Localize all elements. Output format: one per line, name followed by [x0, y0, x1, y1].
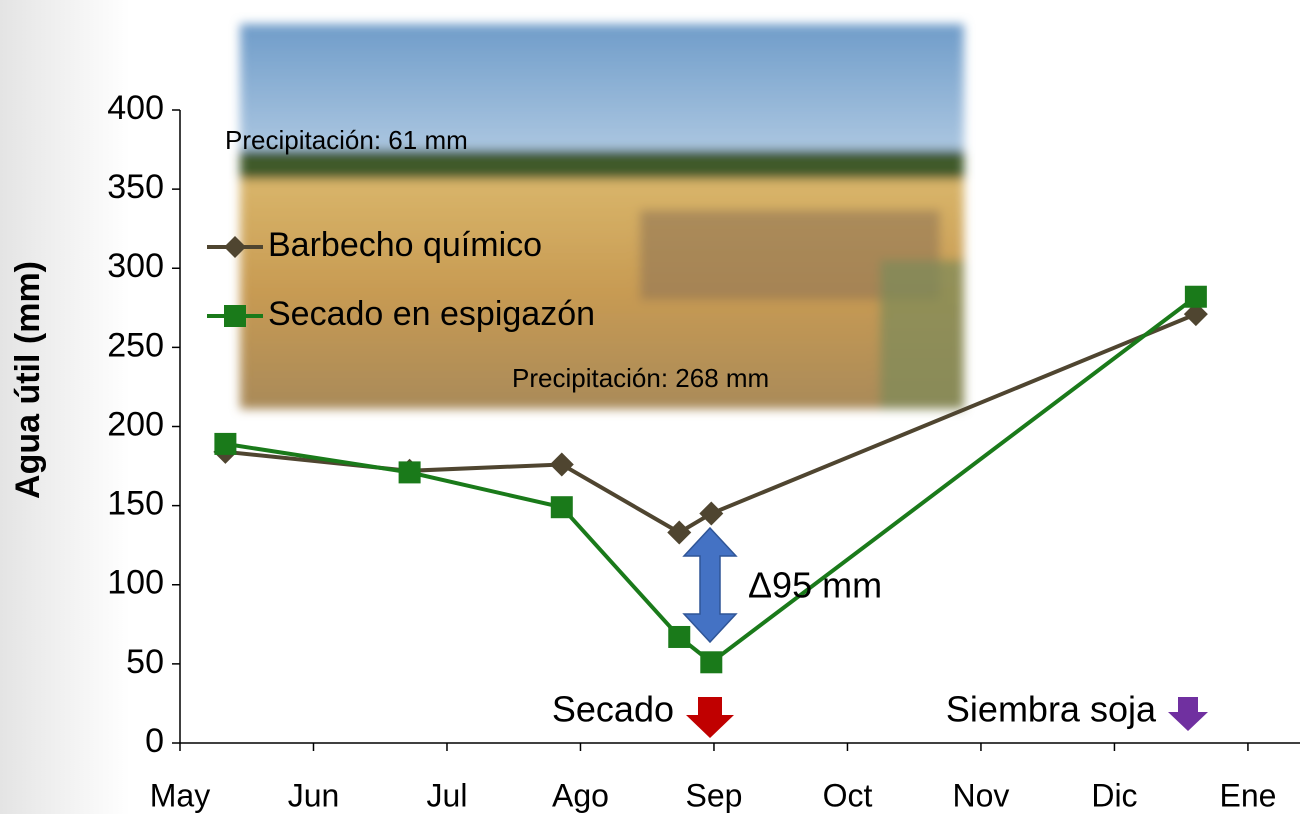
y-tick-label: 400 [107, 89, 164, 127]
data-point [667, 520, 692, 545]
legend-marker [224, 305, 246, 327]
data-point [700, 651, 723, 674]
x-tick-label: Ene [1219, 777, 1276, 813]
x-tick-label: Nov [953, 777, 1010, 813]
x-tick-label: Oct [823, 777, 873, 813]
legend-marker [224, 236, 246, 258]
y-tick-label: 100 [107, 564, 164, 602]
data-point [214, 432, 237, 455]
background-band [0, 0, 130, 814]
legend-label: Secado en espigazón [268, 295, 595, 333]
siembra-arrow [1168, 697, 1208, 731]
y-tick-label: 50 [126, 643, 164, 681]
difference-arrow [682, 526, 738, 644]
y-tick-label: 150 [107, 485, 164, 523]
series-line [225, 295, 1198, 665]
data-point [1183, 302, 1208, 327]
y-tick-label: 300 [107, 247, 164, 285]
y-tick-label: 200 [107, 405, 164, 443]
x-tick-label: Ago [552, 777, 609, 813]
annotation: Secado [552, 689, 674, 730]
annotation: Siembra soja [946, 689, 1157, 730]
x-tick-label: May [150, 777, 210, 813]
y-tick-label: 250 [107, 326, 164, 364]
data-point [398, 461, 421, 484]
data-point [549, 452, 574, 477]
x-tick-label: Dic [1091, 777, 1137, 813]
annotation: Δ95 mm [748, 565, 882, 606]
secado-arrow [686, 697, 734, 738]
data-point [550, 496, 573, 519]
annotation: Precipitación: 61 mm [225, 125, 468, 155]
annotation: Precipitación: 268 mm [512, 363, 769, 393]
x-tick-label: Jun [288, 777, 340, 813]
data-point [668, 625, 691, 648]
y-tick-label: 0 [145, 722, 164, 760]
y-axis-label: Agua útil (mm) [9, 261, 47, 499]
y-tick-label: 350 [107, 168, 164, 206]
data-point [699, 501, 724, 526]
photo [240, 24, 964, 409]
data-point [1184, 285, 1207, 308]
legend-label: Barbecho químico [268, 226, 542, 264]
x-tick-label: Jul [427, 777, 468, 813]
x-tick-label: Sep [686, 777, 743, 813]
